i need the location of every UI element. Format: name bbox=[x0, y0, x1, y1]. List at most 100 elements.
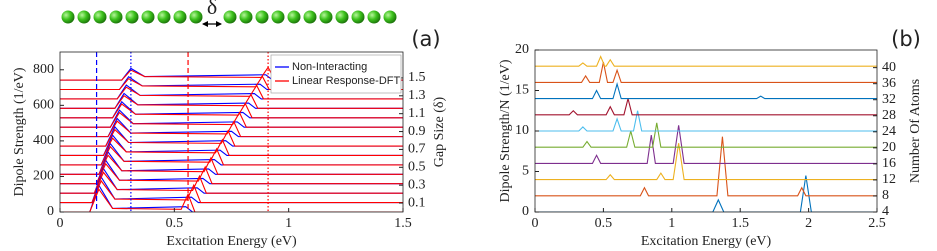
x-tick-label: 0 bbox=[57, 216, 64, 231]
atom bbox=[367, 10, 381, 24]
spectrum-line bbox=[535, 136, 877, 197]
y2-tick-label: 0.1 bbox=[408, 195, 426, 210]
x-tick-label: 0.5 bbox=[595, 216, 613, 231]
spectrum-line bbox=[535, 110, 877, 132]
y-tick-label: 20 bbox=[515, 42, 529, 57]
atom bbox=[287, 10, 301, 24]
y-tick-label: 0 bbox=[47, 204, 54, 219]
y2-tick-label: 1.5 bbox=[408, 70, 426, 85]
atom bbox=[351, 10, 365, 24]
legend-label: Linear Response-DFT bbox=[292, 75, 400, 87]
panel-label: (a) bbox=[411, 27, 440, 51]
spectrum-line bbox=[535, 55, 877, 67]
spectrum-line bbox=[535, 125, 877, 164]
spectrum-line bbox=[60, 120, 403, 138]
spectrum-line bbox=[60, 84, 403, 100]
spectrum-line bbox=[60, 184, 403, 212]
y-axis-title: Dipole Strength/N (1/eV) bbox=[498, 59, 513, 202]
y-tick-label: 400 bbox=[33, 133, 54, 148]
x-tick-label: 1 bbox=[285, 216, 292, 231]
y2-tick-label: 32 bbox=[882, 92, 896, 107]
y-tick-label: 15 bbox=[515, 83, 529, 98]
spectrum-line bbox=[535, 143, 877, 181]
atom bbox=[239, 10, 253, 24]
atom bbox=[61, 10, 75, 24]
spectrum-line bbox=[60, 145, 403, 166]
atom-chain bbox=[61, 10, 397, 24]
x-tick-label: 2 bbox=[805, 216, 812, 231]
atom bbox=[271, 10, 285, 24]
spectrum-line bbox=[60, 111, 403, 128]
spectrum-line bbox=[60, 179, 403, 204]
y2-tick-label: 0.3 bbox=[408, 177, 426, 192]
y-tick-label: 0 bbox=[522, 204, 529, 219]
y2-tick-label: 1.1 bbox=[408, 106, 426, 121]
spectrum-line bbox=[535, 122, 877, 148]
x-tick-label: 2.5 bbox=[868, 216, 886, 231]
y2-tick-label: 36 bbox=[882, 76, 896, 91]
y2-tick-label: 12 bbox=[882, 172, 896, 187]
y-tick-label: 200 bbox=[33, 169, 54, 184]
spectrum-line bbox=[60, 102, 403, 119]
spectrum-line bbox=[535, 175, 877, 212]
spectrum-line bbox=[60, 154, 403, 175]
atom bbox=[319, 10, 333, 24]
y-axis-title: Dipole Strength (1/eV) bbox=[12, 67, 27, 196]
spectrum-line bbox=[535, 81, 877, 100]
y2-tick-label: 0.7 bbox=[408, 142, 426, 157]
y2-tick-label: 1.3 bbox=[408, 88, 426, 103]
spectrum-line bbox=[60, 128, 403, 147]
spectrum-line bbox=[60, 142, 403, 166]
atom bbox=[77, 10, 91, 24]
atom bbox=[173, 10, 187, 24]
x-axis-title: Excitation Energy (eV) bbox=[166, 234, 297, 249]
spectrum-line bbox=[60, 171, 403, 194]
x-tick-label: 0 bbox=[532, 216, 539, 231]
atom bbox=[223, 10, 237, 24]
x-tick-label: 1.5 bbox=[731, 216, 749, 231]
y2-tick-label: 24 bbox=[882, 124, 896, 139]
y2-tick-label: 28 bbox=[882, 108, 896, 123]
atom bbox=[157, 10, 171, 24]
curves bbox=[535, 55, 877, 212]
atom bbox=[141, 10, 155, 24]
y-tick-label: 600 bbox=[33, 98, 54, 113]
spectrum-line bbox=[60, 162, 403, 185]
y2-axis-title: Number Of Atoms bbox=[908, 79, 923, 183]
x-axis-title: Excitation Energy (eV) bbox=[641, 234, 772, 249]
x-tick-label: 1.5 bbox=[394, 216, 412, 231]
x-tick-label: 1 bbox=[668, 216, 675, 231]
legend-label: Non-Interacting bbox=[292, 61, 367, 73]
x-tick-label: 0.5 bbox=[166, 216, 184, 231]
atom bbox=[335, 10, 349, 24]
y2-tick-label: 40 bbox=[882, 60, 896, 75]
atom bbox=[125, 10, 139, 24]
atom bbox=[109, 10, 123, 24]
spectrum-line bbox=[60, 167, 403, 194]
atom bbox=[383, 10, 397, 24]
y-tick-label: 10 bbox=[515, 123, 529, 138]
spectrum-line bbox=[535, 98, 877, 116]
panel-label: (b) bbox=[891, 27, 921, 51]
atom bbox=[255, 10, 269, 24]
y2-tick-label: 16 bbox=[882, 156, 896, 171]
spectrum-line bbox=[60, 93, 403, 109]
y2-axis-title: Gap Size (δ) bbox=[432, 96, 447, 167]
y2-tick-label: 20 bbox=[882, 140, 896, 155]
atom bbox=[303, 10, 317, 24]
curves bbox=[60, 66, 403, 212]
y2-tick-label: 0.5 bbox=[408, 160, 426, 175]
y2-tick-label: 0.9 bbox=[408, 124, 426, 139]
y-tick-label: 5 bbox=[522, 164, 529, 179]
y2-tick-label: 8 bbox=[882, 188, 889, 203]
y2-tick-label: 4 bbox=[882, 204, 889, 219]
atom bbox=[189, 10, 203, 24]
spectrum-line bbox=[60, 137, 403, 157]
legend-box bbox=[270, 54, 402, 94]
gap-symbol: δ bbox=[207, 0, 217, 19]
spectrum-line bbox=[60, 188, 403, 212]
y-tick-label: 800 bbox=[33, 62, 54, 77]
atom bbox=[93, 10, 107, 24]
